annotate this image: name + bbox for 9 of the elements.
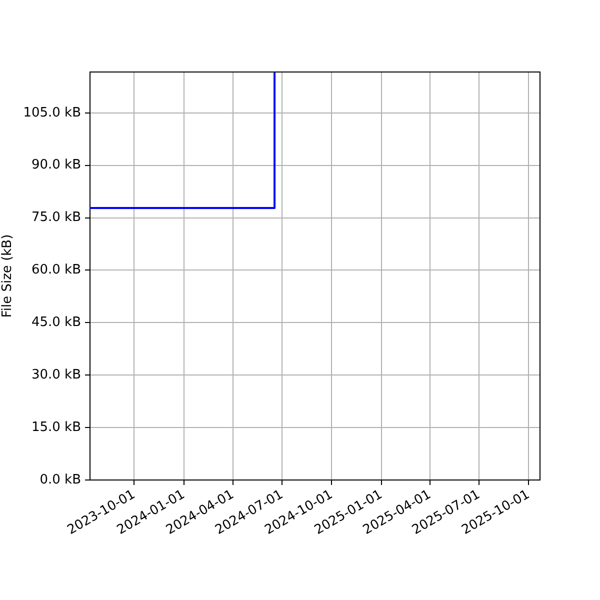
- y-tick-label: 90.0 kB: [31, 158, 81, 173]
- y-axis-title: File Size (kB): [0, 234, 16, 318]
- y-tick-label: 30.0 kB: [31, 367, 81, 382]
- y-tick-label: 0.0 kB: [40, 472, 81, 488]
- y-tick-label: 75.0 kB: [31, 210, 81, 226]
- y-tick-label: 15.0 kB: [31, 420, 81, 435]
- y-tick-label: 60.0 kB: [31, 262, 81, 278]
- y-tick-label: 45.0 kB: [31, 315, 81, 330]
- y-tick-label: 105.0 kB: [23, 105, 81, 120]
